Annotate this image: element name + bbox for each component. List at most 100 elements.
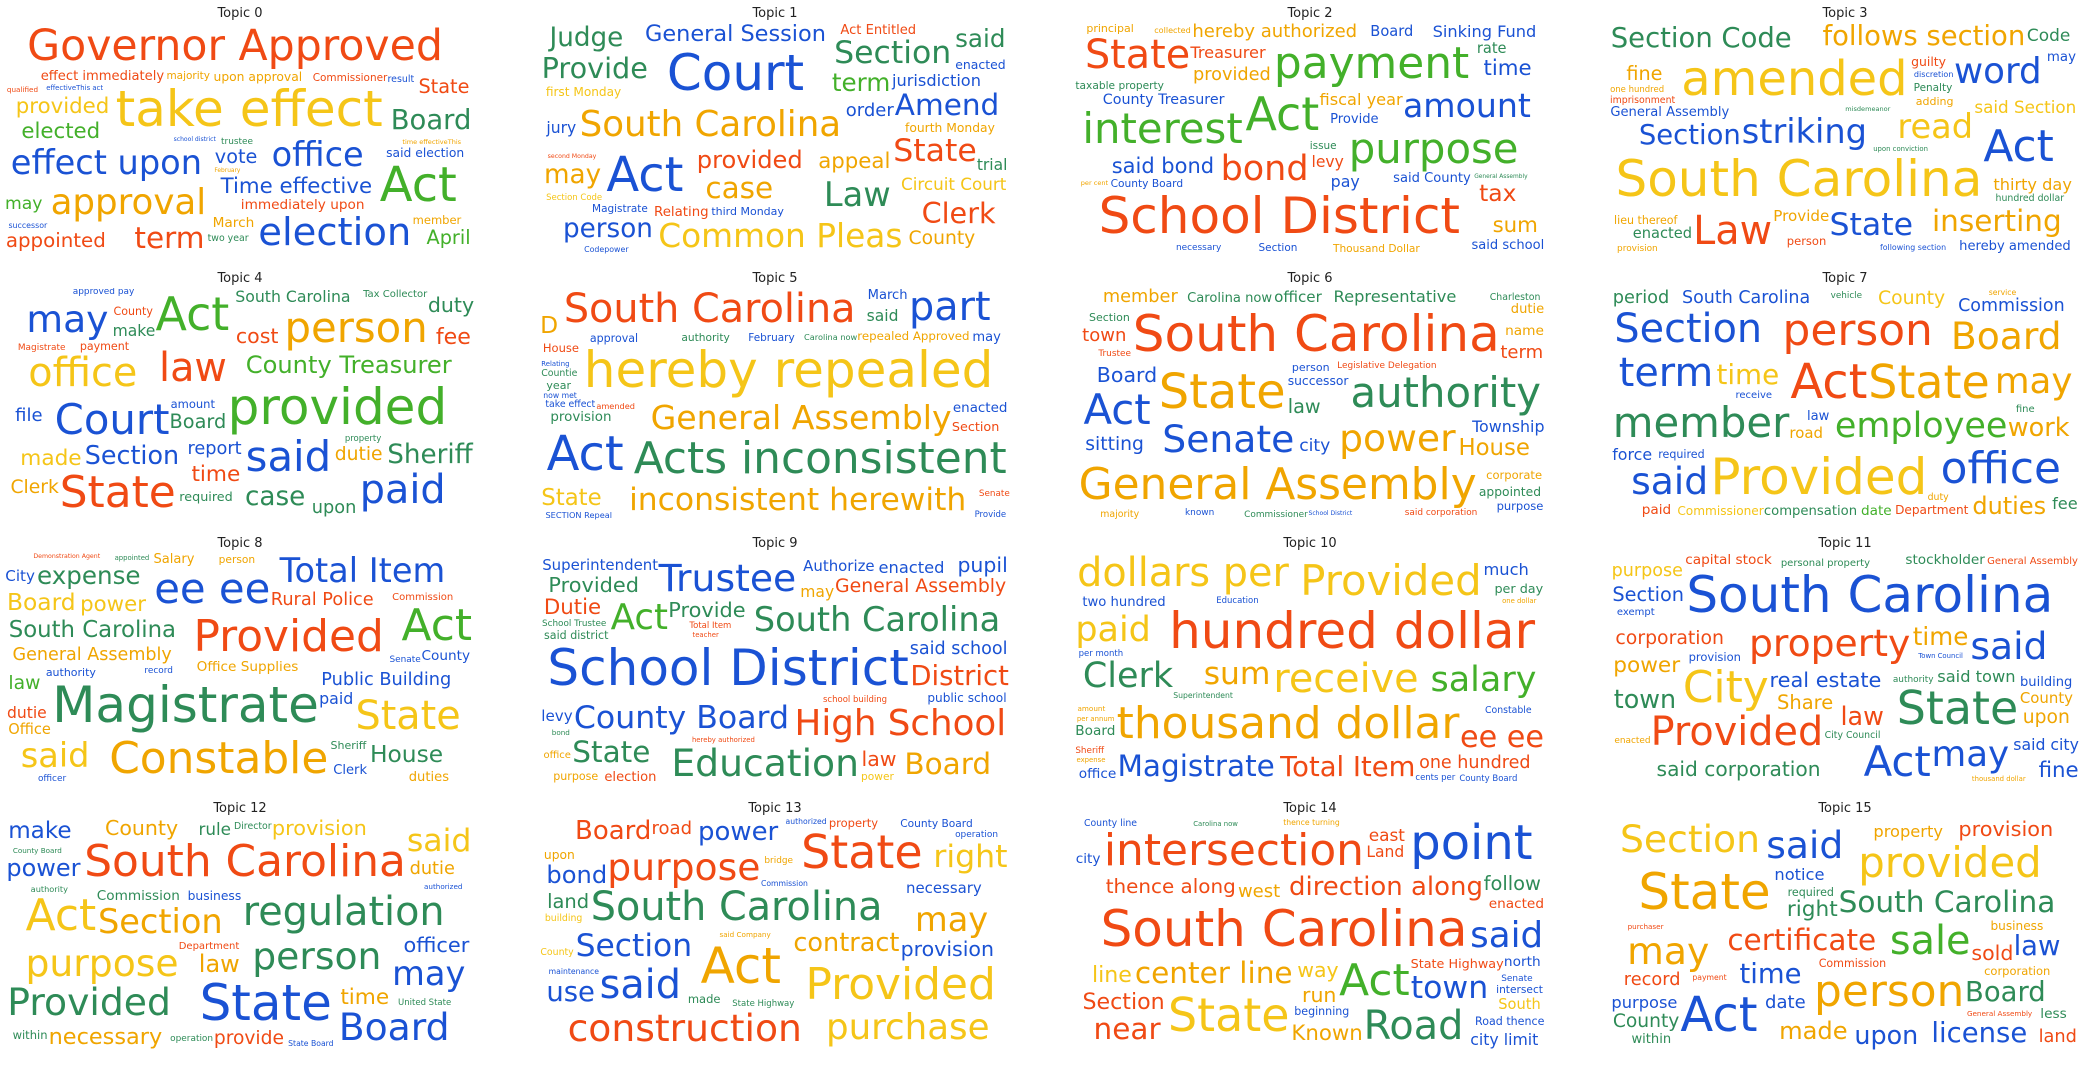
cloud-word: Act (1790, 353, 1868, 410)
cloud-word: compensation (1763, 504, 1858, 520)
cloud-word: County (105, 818, 179, 841)
cloud-word: run (1302, 982, 1337, 1007)
cloud-word: less (2040, 1005, 2067, 1022)
cloud-word: Sheriff (330, 738, 367, 752)
cloud-word: Office Supplies (196, 659, 299, 676)
cloud-word: appointed (5, 228, 106, 252)
cloud-word: required (1787, 885, 1834, 899)
cloud-word: may (972, 329, 1001, 345)
cloud-word: power (1339, 416, 1456, 461)
cloud-word: enacted (1488, 895, 1544, 912)
cloud-word: said city (2013, 734, 2079, 754)
cloud-word: duty (1927, 492, 1949, 504)
cloud-word: purpose (607, 844, 761, 889)
panel-title: Topic 5 (752, 271, 798, 286)
cloud-word: upon (2022, 706, 2070, 728)
topic-panel: Topic 10 hundred dollar thousand dollar Pro… (1075, 535, 1545, 785)
cloud-word: State (59, 466, 176, 518)
cloud-word: bond (551, 727, 570, 737)
cloud-word: State (418, 74, 470, 98)
cloud-word: Sheriff (387, 439, 473, 470)
cloud-word: Board (6, 587, 76, 616)
cloud-word: purpose (1611, 560, 1683, 581)
cloud-word: Section (1082, 988, 1165, 1015)
cloud-word: paid (1075, 609, 1151, 650)
cloud-word: said school (1471, 238, 1545, 254)
cloud-word: Board (390, 104, 472, 136)
panel-title: Topic 9 (752, 536, 798, 551)
cloud-word: Section (834, 34, 952, 71)
topic-panel: Topic 7 Provided Act State person office membe… (1610, 270, 2080, 520)
cloud-word: Common Pleas (658, 217, 903, 255)
cloud-word: dutie (1510, 302, 1545, 318)
cloud-word: result (387, 74, 415, 86)
cloud-word: may (543, 160, 602, 191)
cloud-word: authority (1892, 675, 1934, 686)
cloud-word: fee (2052, 494, 2078, 514)
cloud-word: Circuit Court (901, 173, 1007, 194)
cloud-word: said corporation (1404, 507, 1478, 518)
cloud-word: guilty (1911, 54, 1947, 70)
cloud-word: School District (547, 639, 909, 698)
cloud-word: election (604, 770, 657, 785)
cloud-word: District (910, 660, 1009, 692)
panel-title: Topic 14 (1283, 801, 1337, 816)
cloud-word: office (1078, 765, 1117, 782)
cloud-word: Senate (978, 488, 1010, 499)
cloud-word: immediately upon (240, 197, 365, 214)
cloud-word: date (1765, 992, 1806, 1013)
cloud-word: appointed (1478, 485, 1542, 500)
word-cloud: Act State Provided South Carolina said constr… (540, 818, 1010, 1050)
cloud-word: dutie (7, 704, 47, 723)
cloud-word: made (1779, 1016, 1848, 1045)
topic-panel: Topic 11 South Carolina State City Act Provid… (1610, 535, 2080, 785)
cloud-word: State (1638, 863, 1771, 922)
cloud-word: sale (1889, 917, 1971, 964)
cloud-word: vote (214, 145, 258, 169)
cloud-word: Relating (541, 359, 570, 368)
cloud-word: Department (178, 940, 240, 952)
cloud-word: make (112, 322, 156, 341)
cloud-word: office (271, 135, 364, 175)
cloud-word: west (1237, 881, 1281, 903)
topic-panel: Topic 14 South Carolina point State intersec… (1075, 800, 1545, 1050)
topic-panel: Topic 0 take effect Act Governor Approved el… (5, 5, 475, 255)
topic-panel: Topic 1 Court Act South Carolina Law Common P… (540, 5, 1010, 255)
cloud-word: law (1287, 394, 1321, 418)
cloud-word: follow (1483, 872, 1541, 896)
panel-title: Topic 4 (217, 271, 263, 286)
cloud-word: appointed (114, 553, 150, 562)
cloud-word: first Monday (545, 84, 622, 99)
cloud-word: Tax Collector (363, 288, 428, 300)
cloud-word: authorized (423, 882, 463, 892)
panel-title: Topic 13 (748, 801, 802, 816)
cloud-word: officer (403, 932, 470, 957)
cloud-word: following section (1879, 242, 1947, 252)
cloud-word: jury (546, 118, 577, 137)
cloud-word: General Assembly (1078, 458, 1477, 510)
cloud-word: work (2007, 413, 2070, 444)
cloud-word: State (801, 825, 923, 880)
cloud-word: said (406, 822, 472, 859)
cloud-word: construction (567, 1005, 802, 1050)
cloud-word: duties (1972, 492, 2047, 520)
cloud-word: repealed Approved (857, 328, 970, 343)
cloud-word: law (2013, 931, 2061, 963)
cloud-word: General Assembly (1610, 105, 1730, 121)
cloud-word: Section (575, 928, 693, 965)
cloud-word: Act (401, 600, 473, 652)
cloud-word: State Highway (732, 999, 795, 1010)
cloud-word: Total Item (279, 553, 446, 591)
cloud-word: Trustee (658, 555, 797, 600)
cloud-word: two hundred (1082, 594, 1166, 610)
cloud-word: Section (1088, 310, 1130, 324)
cloud-word: effect immediately (40, 69, 165, 85)
cloud-word: pupil (957, 553, 1008, 578)
cloud-word: law (1840, 700, 1884, 731)
cloud-word: said (1766, 822, 1844, 867)
cloud-word: amended (596, 400, 635, 411)
cloud-word: power (6, 854, 81, 883)
cloud-word: receive (1735, 390, 1773, 402)
cloud-word: officer (37, 774, 67, 785)
cloud-word: record (144, 666, 173, 677)
